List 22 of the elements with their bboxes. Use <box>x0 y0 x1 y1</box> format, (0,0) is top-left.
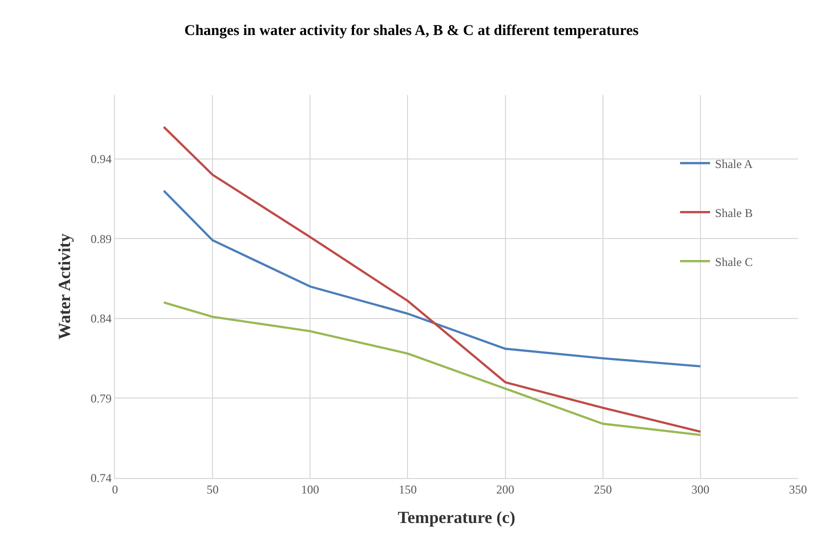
line-series <box>162 126 702 433</box>
y-tick-label: 0.94 <box>90 152 112 166</box>
y-tick-label: 0.79 <box>90 391 112 406</box>
y-tick-label: 0.89 <box>90 232 112 246</box>
x-tick-label: 150 <box>398 482 417 496</box>
line-series <box>162 190 702 368</box>
chart-title: Changes in water activity for shales A, B & C at different temperatures <box>184 23 639 40</box>
x-tick-label: 200 <box>496 482 514 496</box>
legend-label: Shale C <box>715 254 753 269</box>
y-axis-title: Water Activity <box>55 233 74 340</box>
x-axis-title: Temperature (c) <box>398 508 516 527</box>
x-tick-label: 350 <box>789 482 807 496</box>
x-tick-label: 0 <box>112 482 118 496</box>
legend-label: Shale A <box>715 156 754 171</box>
line-series <box>162 301 702 436</box>
y-tick-label: 0.74 <box>90 471 112 486</box>
x-tick-label: 250 <box>594 482 612 496</box>
legend-label: Shale B <box>715 206 753 220</box>
x-tick-label: 100 <box>301 482 320 496</box>
x-tick-label: 300 <box>691 482 710 496</box>
x-tick-label: 50 <box>206 482 219 496</box>
y-tick-label: 0.84 <box>90 312 112 326</box>
